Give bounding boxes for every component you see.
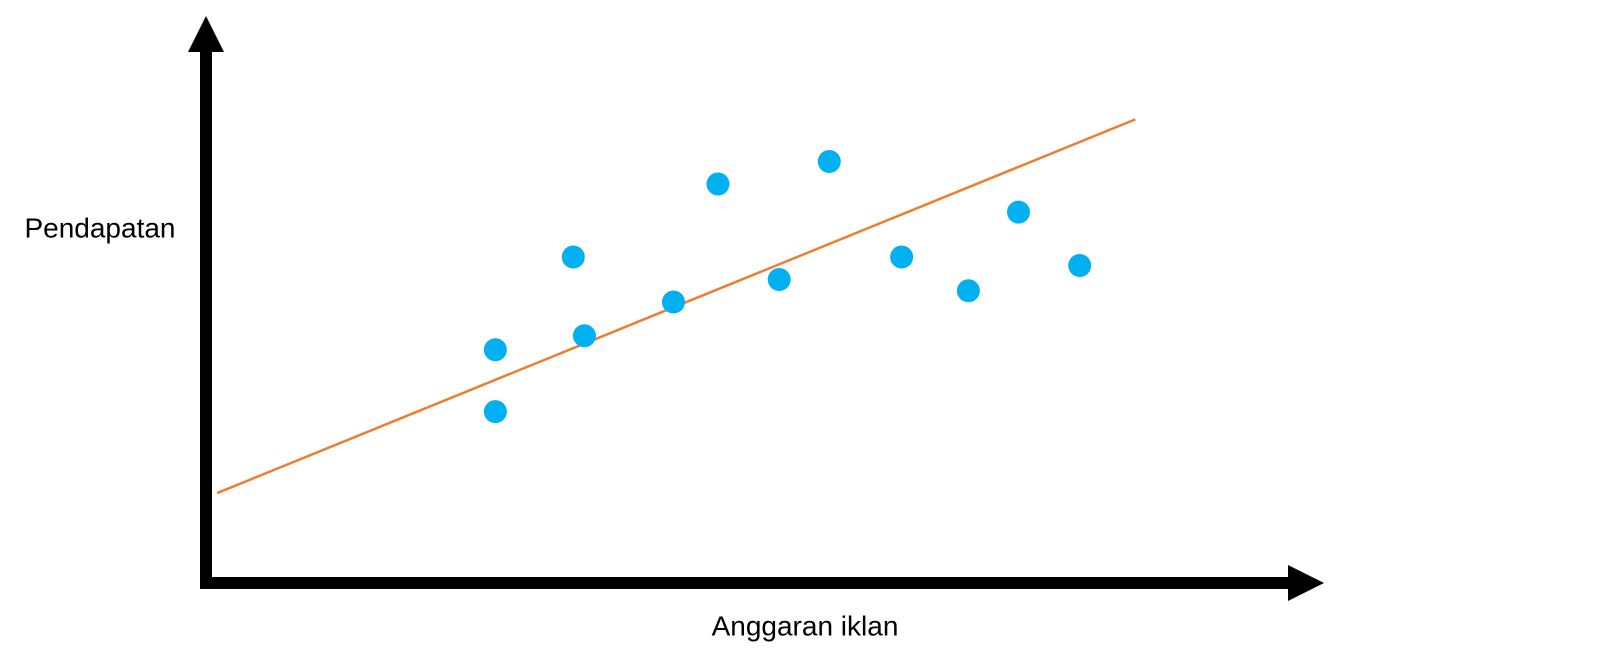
- scatter-point: [1006, 200, 1030, 224]
- scatter-point: [767, 268, 791, 292]
- scatter-point: [706, 172, 730, 196]
- scatter-point: [956, 279, 980, 303]
- scatter-point: [890, 245, 914, 269]
- scatter-point: [483, 400, 507, 424]
- scatter-point: [1068, 253, 1092, 277]
- scatter-point: [661, 290, 685, 314]
- scatter-point: [483, 338, 507, 362]
- y-axis-arrow: [188, 16, 224, 52]
- scatter-point: [817, 150, 841, 173]
- scatter-point: [561, 245, 585, 269]
- x-axis-arrow: [1288, 565, 1324, 601]
- x-axis-label: Anggaran iklan: [712, 610, 899, 641]
- y-axis-label: Pendapatan: [24, 212, 175, 243]
- scatter-point: [572, 324, 596, 348]
